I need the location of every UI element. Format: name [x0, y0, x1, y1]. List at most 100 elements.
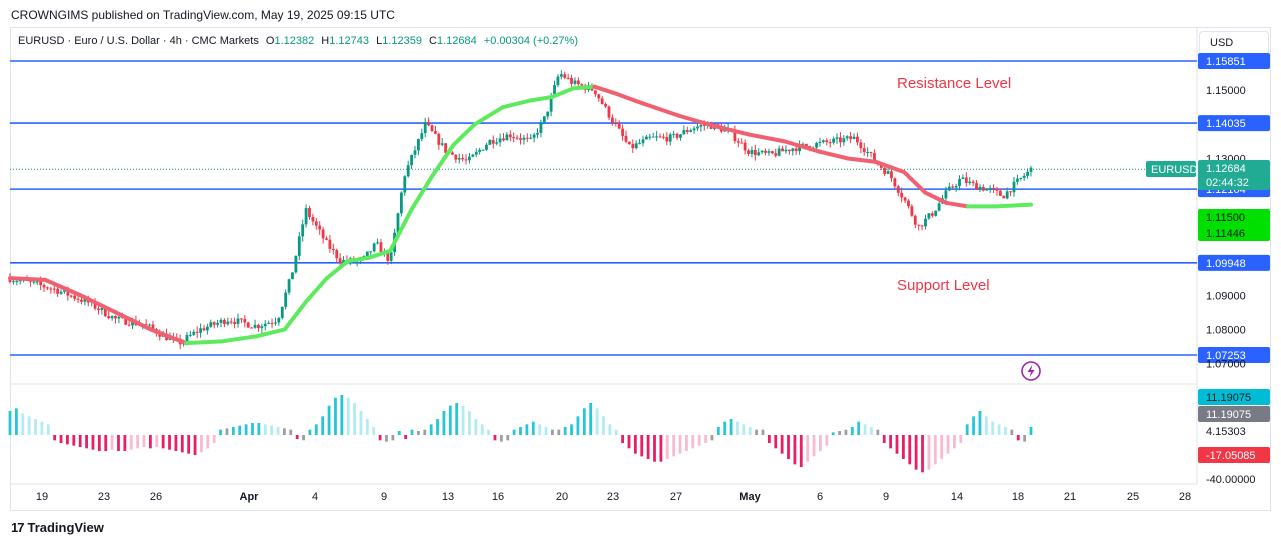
candle-body: [1005, 191, 1009, 199]
histogram-bar: [66, 435, 69, 445]
histogram-bar: [1010, 429, 1014, 435]
candle-body: [1015, 178, 1019, 182]
lightning-icon[interactable]: [1021, 361, 1041, 381]
candle-body: [192, 331, 196, 335]
candle-body: [444, 143, 448, 153]
tradingview-brand[interactable]: 17 TradingView: [11, 520, 104, 535]
candle-body: [631, 144, 635, 149]
candle-body: [103, 308, 107, 317]
candle-body: [508, 134, 512, 138]
candle-body: [12, 281, 15, 283]
candle-body: [1012, 181, 1016, 193]
histogram-bar: [921, 435, 924, 473]
candle-body: [56, 288, 60, 294]
histogram-bar: [608, 424, 612, 435]
price-tick: 1.09000: [1206, 290, 1246, 302]
candle-body: [49, 288, 53, 290]
histogram-bar: [34, 419, 37, 435]
candle-body: [417, 139, 420, 151]
candle-body: [815, 143, 818, 148]
price-tick: 1.15000: [1206, 85, 1246, 97]
time-tick: 20: [556, 491, 568, 503]
candle-body: [420, 133, 424, 140]
time-tick: 13: [442, 491, 454, 503]
candle-body: [1026, 171, 1029, 176]
candle-body: [18, 280, 22, 282]
candle-body: [219, 319, 223, 323]
candle-body: [937, 203, 941, 211]
candle-body: [365, 251, 369, 256]
candle-body: [536, 132, 539, 135]
candle-body: [658, 136, 662, 138]
candle-body: [998, 190, 1002, 196]
candle-body: [396, 213, 400, 233]
candle-body: [747, 150, 750, 154]
close-label: C: [429, 35, 437, 47]
time-tick: 23: [98, 491, 110, 503]
candle-body: [879, 164, 883, 168]
histogram-bar: [946, 435, 950, 454]
histogram-bar: [85, 435, 88, 449]
candle-body: [522, 137, 526, 140]
time-tick: 25: [1127, 491, 1139, 503]
candle-body: [539, 122, 543, 133]
histogram-bar: [748, 427, 752, 435]
histogram-bar: [991, 421, 995, 435]
candle-body: [468, 156, 471, 161]
candle-body: [733, 130, 737, 142]
candle-body: [250, 327, 254, 329]
histogram-bar: [193, 435, 197, 455]
candle-body: [573, 80, 577, 84]
candle-body: [917, 224, 921, 226]
moving-average-segment: [817, 149, 850, 161]
candle-body: [607, 106, 611, 118]
histogram-bar: [410, 429, 414, 435]
histogram-bar: [72, 435, 76, 446]
histogram-bar: [161, 435, 165, 449]
histogram-bar: [863, 424, 867, 435]
histogram-bar: [716, 427, 720, 435]
candle-body: [968, 181, 972, 183]
histogram-bar: [595, 408, 599, 435]
time-tick: 14: [951, 491, 963, 503]
candle-body: [495, 142, 499, 144]
candle-body: [284, 292, 288, 307]
candle-body: [849, 136, 853, 140]
candle-body: [825, 140, 829, 143]
histogram-bar: [787, 435, 790, 459]
low-value: 1.12359: [382, 35, 422, 47]
candle-body: [760, 150, 764, 153]
close-value: 1.12684: [436, 35, 477, 47]
candle-body: [277, 317, 281, 323]
low-label: L: [376, 35, 383, 47]
candle-body: [451, 152, 454, 155]
candle-body: [893, 178, 897, 187]
histogram-bar: [519, 427, 522, 435]
candle-body: [461, 158, 465, 160]
histogram-bar: [129, 435, 133, 450]
candle-body: [399, 192, 403, 214]
histogram-bar: [844, 429, 848, 435]
candle-body: [662, 136, 665, 138]
candle-body: [59, 291, 63, 294]
histogram-bar: [417, 431, 420, 435]
candle-body: [689, 130, 693, 132]
level-tag-bg: [1198, 53, 1270, 69]
histogram-bar: [391, 435, 395, 441]
histogram-bar: [933, 435, 937, 465]
moving-average-segment: [148, 327, 189, 346]
candle-body: [1002, 195, 1006, 199]
time-tick: 9: [381, 491, 387, 503]
histogram-bar: [59, 435, 63, 443]
moving-average-segment: [550, 86, 576, 99]
candle-body: [515, 137, 519, 139]
symbol-legend: EURUSD · Euro / U.S. Dollar · 4h · CMC M…: [18, 35, 578, 47]
moving-average-segment: [613, 91, 646, 106]
candle-body: [291, 272, 294, 280]
histogram-bar: [455, 403, 459, 435]
histogram-bar: [646, 435, 650, 459]
histogram-tag: 11.19075: [1206, 409, 1251, 421]
high-label: H: [321, 35, 330, 47]
candle-body: [379, 242, 383, 253]
